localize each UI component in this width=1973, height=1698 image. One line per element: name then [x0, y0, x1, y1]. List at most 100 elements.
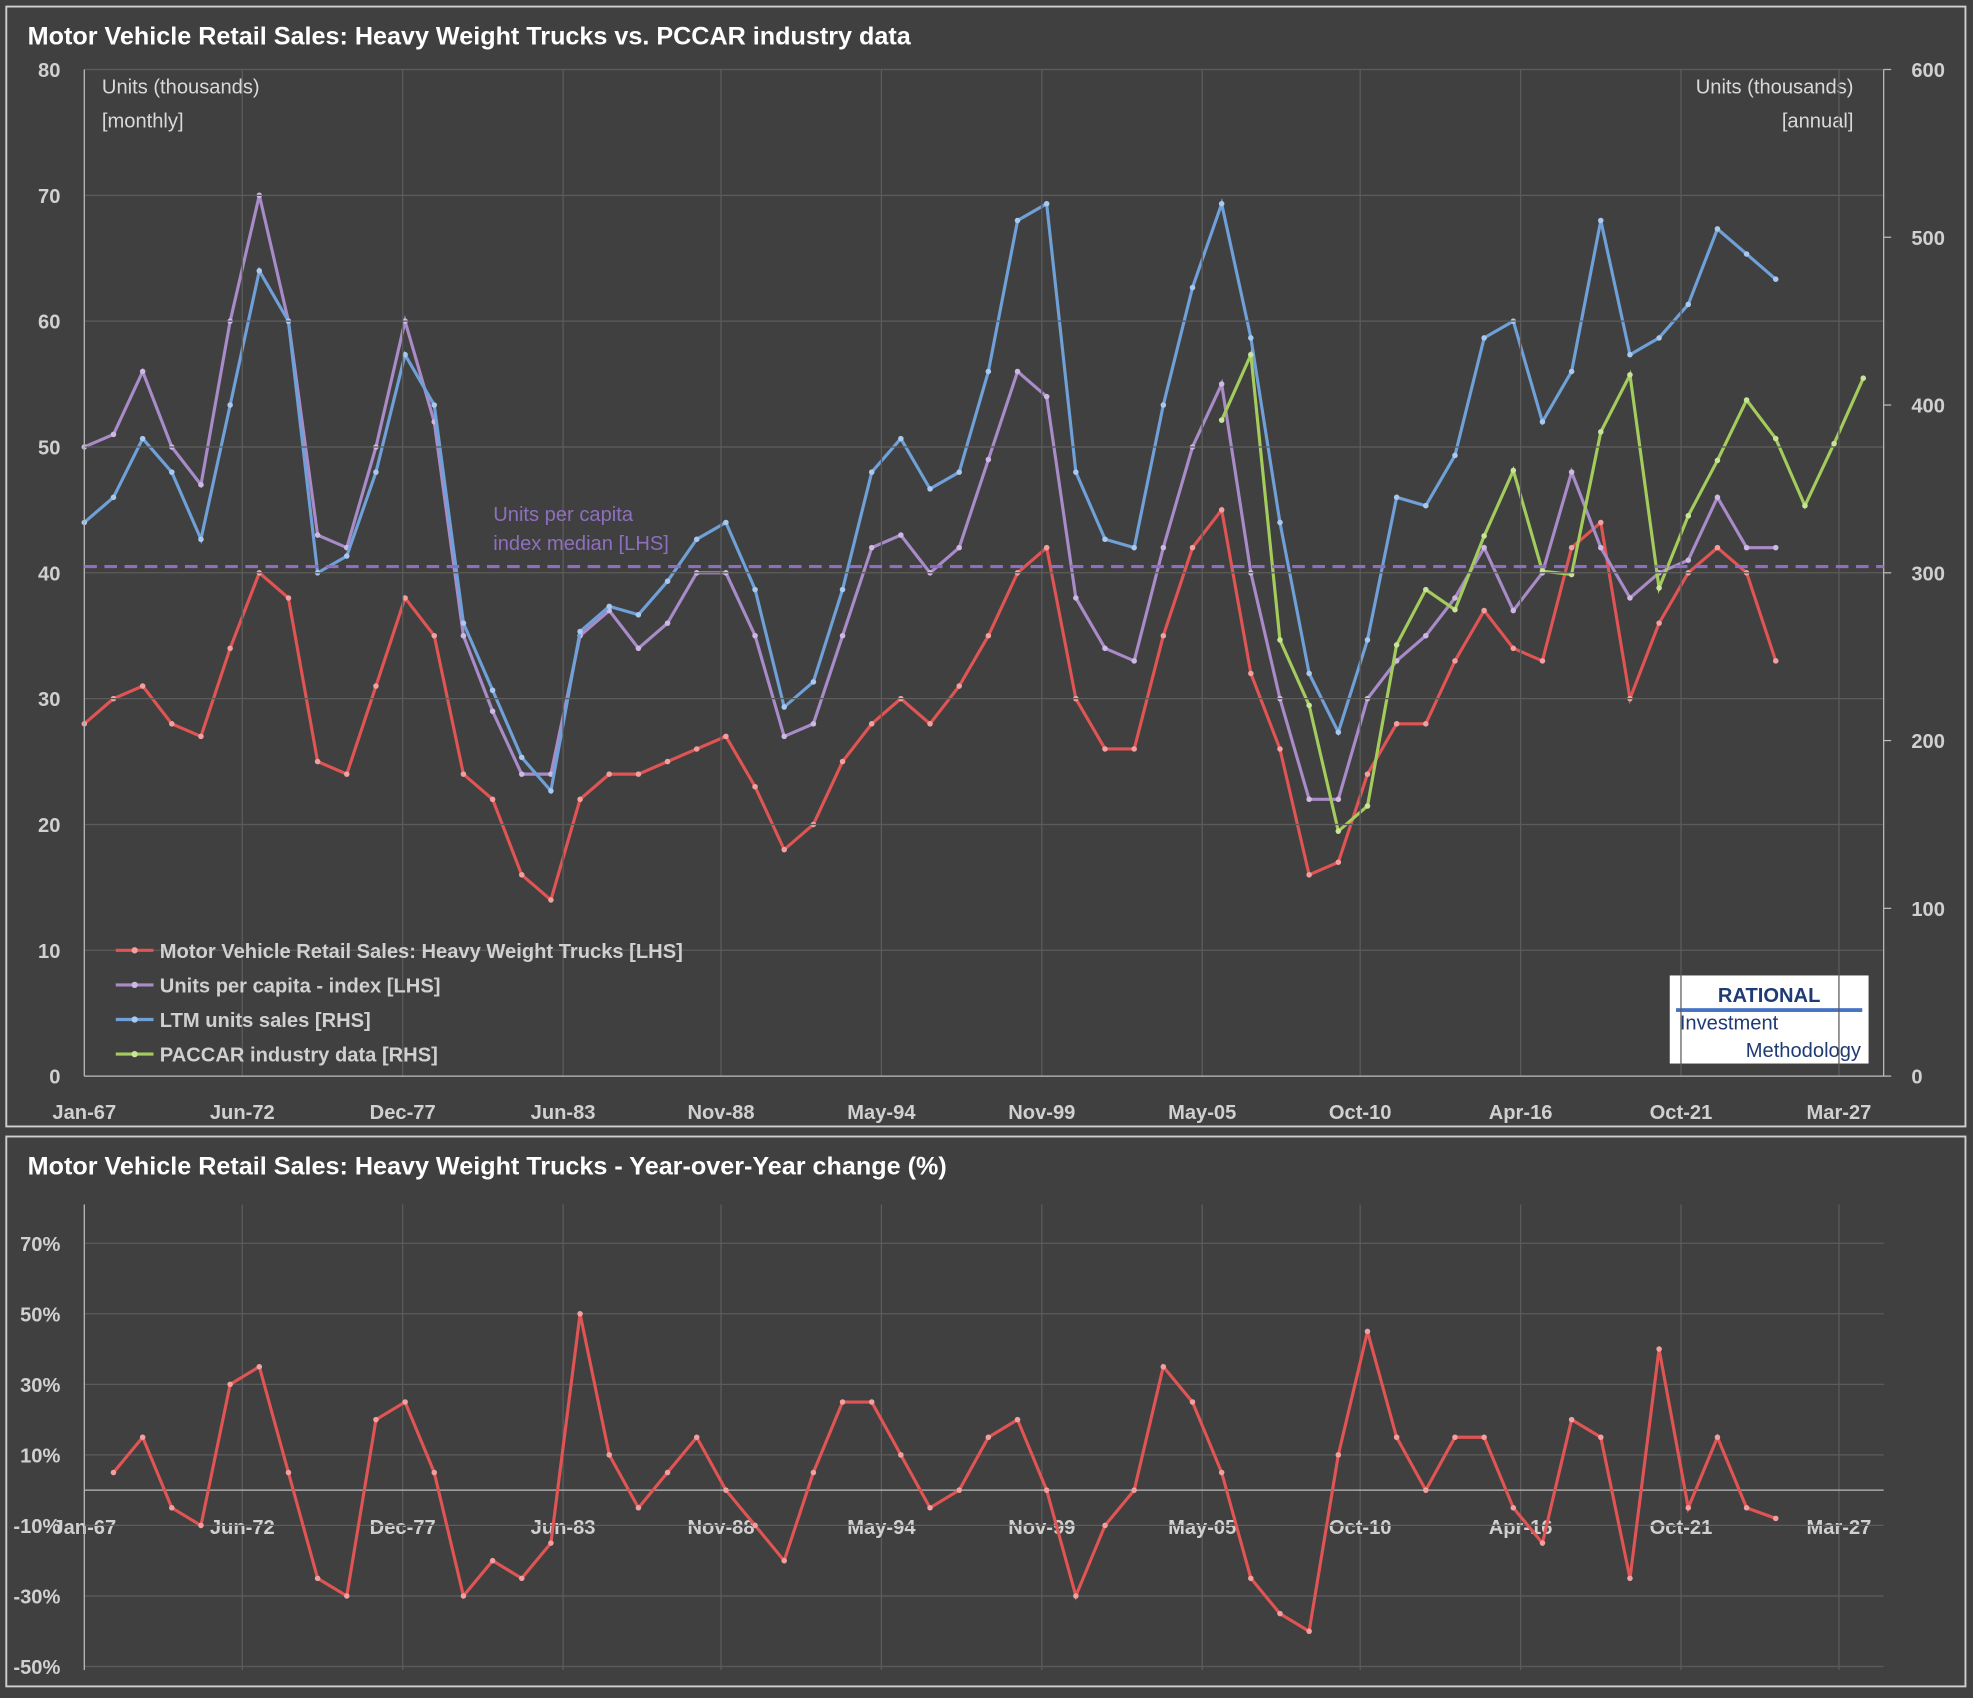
data-point	[839, 758, 846, 765]
data-point	[402, 1399, 408, 1405]
x-tick-label: Mar-27	[1807, 1102, 1872, 1124]
data-point	[1714, 494, 1721, 501]
data-point	[1160, 1363, 1167, 1370]
data-point	[139, 435, 146, 442]
x-tick-label: Jun-72	[210, 1517, 275, 1539]
data-point	[985, 1434, 992, 1441]
data-point	[460, 620, 467, 626]
data-point	[1423, 586, 1429, 593]
data-point	[956, 1487, 962, 1493]
x-tick-label: Oct-10	[1329, 1102, 1392, 1124]
logo-text: Methodology	[1746, 1040, 1862, 1062]
data-point	[198, 481, 204, 488]
x-tick-label: Nov-99	[1008, 1517, 1075, 1539]
data-point	[1452, 606, 1458, 613]
data-point	[956, 544, 962, 551]
x-tick-label: May-94	[847, 1517, 916, 1539]
data-point	[1160, 632, 1167, 639]
data-point	[489, 796, 496, 803]
x-tick-label: Nov-88	[687, 1102, 754, 1124]
y-axis-label: Units (thousands)	[102, 76, 260, 98]
data-point	[1802, 502, 1808, 509]
data-point	[898, 532, 904, 538]
data-point	[139, 683, 146, 689]
data-point	[1306, 796, 1312, 803]
legend-label: Units per capita - index [LHS]	[160, 975, 441, 997]
data-point	[1043, 544, 1050, 551]
data-point	[285, 595, 292, 601]
data-point	[489, 1557, 496, 1564]
data-point	[1714, 457, 1721, 464]
x-tick-label: May-94	[847, 1102, 916, 1124]
data-point	[1423, 502, 1429, 509]
data-point	[1714, 1434, 1721, 1441]
y2-tick-label: 400	[1911, 396, 1945, 418]
y2-tick-label: 0	[1911, 1067, 1922, 1089]
data-point	[1043, 200, 1050, 207]
data-point	[1860, 375, 1867, 381]
data-point	[1627, 1575, 1633, 1582]
data-point	[198, 733, 204, 740]
data-point	[1218, 381, 1225, 387]
data-point	[460, 632, 467, 639]
data-point	[1743, 397, 1750, 403]
y-tick-label: 30	[38, 689, 60, 711]
data-point	[227, 645, 233, 652]
data-point	[489, 687, 496, 694]
data-point	[1131, 1487, 1137, 1493]
annotation: index median [LHS]	[493, 533, 669, 555]
data-point	[577, 796, 583, 803]
data-point	[1714, 544, 1721, 551]
data-point	[693, 1434, 700, 1441]
data-point	[693, 746, 700, 752]
x-tick-label: Nov-88	[687, 1517, 754, 1539]
x-tick-label: Dec-77	[370, 1102, 436, 1124]
data-point	[373, 469, 379, 475]
data-point	[1364, 803, 1371, 809]
data-point	[1218, 200, 1225, 207]
data-point	[1014, 1416, 1021, 1423]
data-point	[1568, 544, 1575, 551]
data-point	[781, 1557, 787, 1564]
data-point	[314, 758, 321, 765]
data-point	[1131, 544, 1137, 551]
data-point	[256, 268, 263, 274]
data-point	[1306, 872, 1312, 878]
data-point	[1627, 372, 1633, 378]
data-point	[431, 402, 438, 408]
data-point	[1335, 1452, 1342, 1458]
data-point	[664, 620, 671, 626]
data-point	[1772, 435, 1779, 442]
data-point	[1423, 632, 1429, 639]
legend-label: PACCAR industry data [RHS]	[160, 1045, 438, 1067]
data-point	[635, 1505, 642, 1511]
data-point	[1772, 658, 1779, 664]
data-point	[1598, 519, 1604, 526]
data-point	[635, 771, 642, 777]
data-point	[169, 1505, 175, 1511]
data-point	[1481, 533, 1487, 539]
data-point	[635, 645, 642, 652]
data-point	[693, 536, 700, 543]
data-point	[1248, 670, 1254, 677]
data-point	[1510, 467, 1517, 474]
y-tick-label: -50%	[13, 1657, 60, 1679]
data-point	[1248, 335, 1254, 341]
data-point	[518, 771, 525, 777]
data-point	[344, 1593, 350, 1599]
y-tick-label: 10%	[20, 1445, 60, 1467]
data-point	[1277, 637, 1283, 643]
data-point	[1510, 607, 1517, 614]
data-point	[1364, 1328, 1371, 1335]
data-point	[1452, 658, 1458, 664]
data-point	[139, 368, 146, 375]
y-axis-label: [monthly]	[102, 110, 184, 132]
data-point	[577, 1311, 583, 1317]
data-point	[1539, 419, 1546, 425]
data-point	[1510, 1505, 1517, 1511]
data-point	[1772, 1515, 1779, 1522]
y-tick-label: 80	[38, 60, 60, 82]
y2-tick-label: 100	[1911, 899, 1945, 921]
